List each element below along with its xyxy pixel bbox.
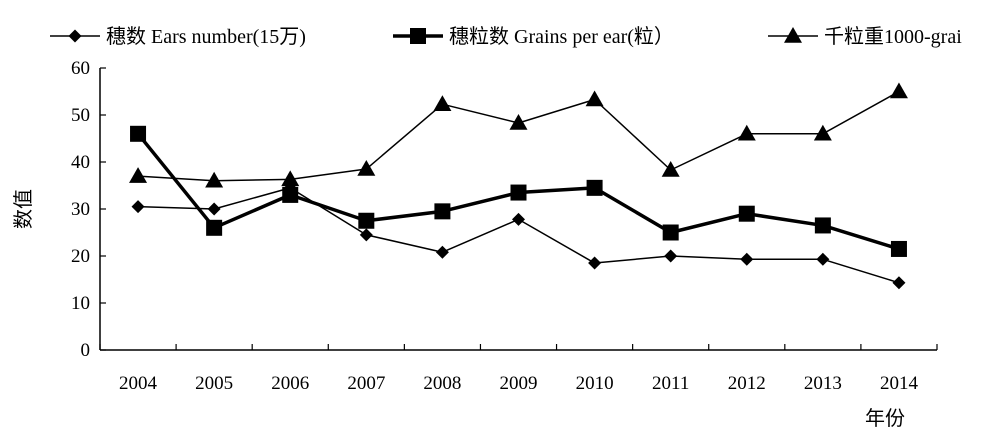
x-tick-label: 2009 <box>500 373 538 394</box>
x-tick-label: 2004 <box>119 373 158 394</box>
series-line-diamond <box>138 187 900 284</box>
series-square <box>130 125 907 257</box>
series-triangle <box>129 82 908 188</box>
x-tick-label: 2005 <box>195 373 233 394</box>
data-point-square-marker <box>738 205 755 222</box>
legend-item: 穗粒数 Grains per ear(粒） <box>393 25 674 48</box>
data-point-square-marker <box>282 186 299 203</box>
legend-label: 穗数 Ears number(15万) <box>106 25 306 48</box>
x-tick-label: 2013 <box>804 373 842 394</box>
data-point-square-marker <box>586 179 603 196</box>
data-point-triangle-marker <box>129 167 148 183</box>
data-point-square-marker <box>510 184 527 201</box>
legend-item: 千粒重1000-grai <box>768 25 962 48</box>
data-point-square-marker <box>662 224 679 241</box>
data-point-square-marker <box>890 240 907 257</box>
x-tick-label: 2008 <box>423 373 461 394</box>
legend-diamond-marker <box>68 29 82 43</box>
data-point-triangle-marker <box>205 171 224 188</box>
chart-axes <box>99 68 937 351</box>
data-point-diamond-marker <box>664 249 678 263</box>
data-point-triangle-marker <box>357 160 376 176</box>
data-point-triangle-marker <box>585 90 604 107</box>
x-ticks: 2004 2005 2006 2007 2008 2009 2010 2011 2012 2013… <box>99 344 938 394</box>
data-point-square-marker <box>358 212 375 229</box>
x-tick-label: 2011 <box>652 373 689 394</box>
y-tick-label: 0 <box>81 340 91 361</box>
y-tick-label: 20 <box>71 246 90 267</box>
y-axis-title: 数值 <box>12 189 35 229</box>
y-tick-label: 50 <box>71 105 90 126</box>
data-point-diamond-marker <box>512 212 525 226</box>
data-point-square-marker <box>206 219 223 236</box>
y-ticks: 0 10 20 30 40 50 60 <box>71 58 106 361</box>
x-axis-title: 年份 <box>865 407 905 430</box>
data-point-square-marker <box>814 217 831 234</box>
legend-triangle-marker <box>784 27 802 43</box>
plot-area <box>129 82 908 290</box>
data-point-square-marker <box>130 125 147 142</box>
series-line-triangle <box>137 90 900 182</box>
data-point-diamond-marker <box>207 202 221 216</box>
legend-label: 千粒重1000-grai <box>824 25 962 48</box>
data-point-triangle-marker <box>509 113 528 130</box>
legend-item: 穗数 Ears number(15万) <box>50 25 306 48</box>
y-tick-label: 30 <box>71 199 90 220</box>
data-point-diamond-marker <box>131 200 145 214</box>
data-point-triangle-marker <box>737 124 756 141</box>
data-point-diamond-marker <box>588 256 602 270</box>
y-tick-label: 60 <box>71 58 90 79</box>
y-tick-label: 40 <box>71 152 90 173</box>
data-point-diamond-marker <box>892 276 906 290</box>
x-tick-label: 2006 <box>271 373 309 394</box>
data-point-diamond-marker <box>816 252 830 266</box>
x-tick-label: 2007 <box>347 373 385 394</box>
data-point-triangle-marker <box>813 124 832 141</box>
legend-label: 穗粒数 Grains per ear(粒） <box>449 25 674 48</box>
data-point-triangle-marker <box>281 170 300 187</box>
series-diamond <box>131 181 906 290</box>
data-point-diamond-marker <box>740 252 754 266</box>
legend-square-marker <box>410 28 426 44</box>
legend: 穗数 Ears number(15万) 穗粒数 Grains per ear(粒）… <box>50 25 962 48</box>
data-point-triangle-marker <box>889 82 908 99</box>
data-point-triangle-marker <box>661 160 680 177</box>
data-point-diamond-marker <box>359 228 373 242</box>
data-point-square-marker <box>434 203 451 220</box>
x-tick-label: 2010 <box>576 373 614 394</box>
x-tick-label: 2012 <box>728 373 766 394</box>
x-tick-label: 2014 <box>880 373 919 394</box>
data-point-diamond-marker <box>435 245 449 259</box>
data-point-triangle-marker <box>433 95 452 111</box>
y-tick-label: 10 <box>71 293 90 314</box>
